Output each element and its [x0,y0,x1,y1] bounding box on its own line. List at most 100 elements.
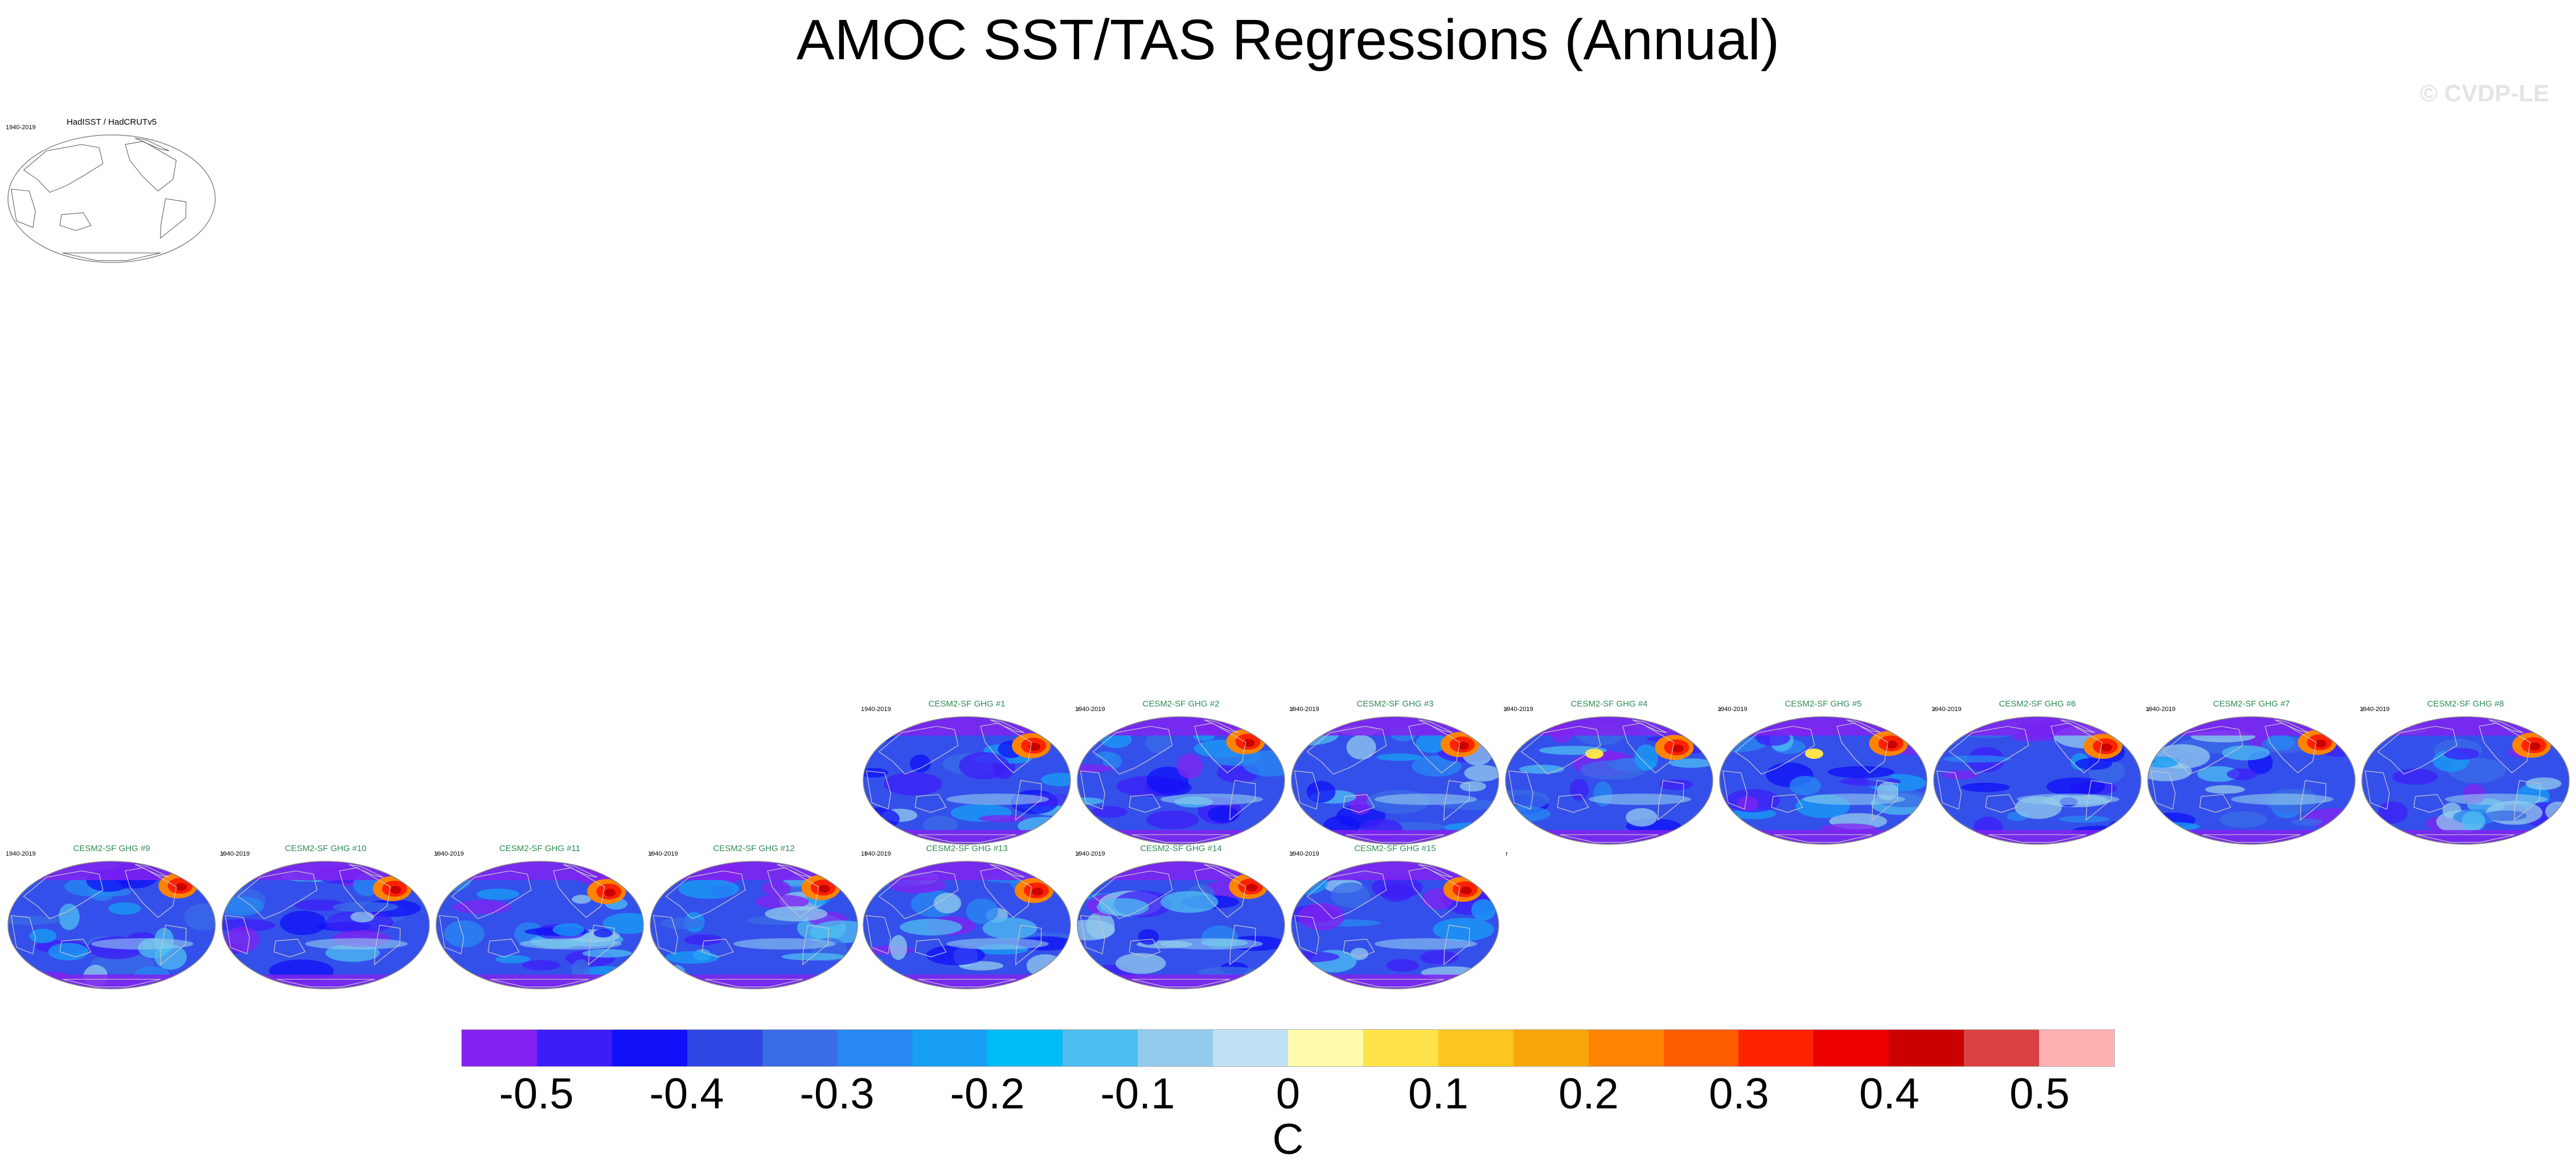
coastline [23,144,104,193]
panel-period: 1940-2019 [861,706,891,713]
map-panel: CESM2-SF GHG #2 1940-2019 r [1075,699,1294,847]
coastline [1722,770,1748,810]
coastline [1985,794,2017,813]
coastline [1346,979,1445,988]
colorbar-cell [536,1030,612,1066]
coastline [1306,870,1387,919]
coastline [490,979,589,988]
panel-title: CESM2-SF GHG #9 [73,844,150,853]
field-blob [1669,758,1713,768]
colorbar-cell [1287,1030,1363,1066]
field-blob [2445,794,2548,805]
field-blob [593,929,613,938]
field-blob [1115,953,1166,974]
field-blob [1580,760,1646,780]
field-blob [1207,806,1239,823]
coastline [59,212,92,231]
field-blob [552,923,584,936]
coastline [917,979,1016,988]
coastline [1936,770,1962,810]
panel-period: 1940-2019 [2146,706,2176,713]
panel-corner-label: r [2148,706,2150,713]
field-blob [1459,781,1486,792]
coastline [1080,770,1105,810]
field-blob [2220,811,2267,828]
field-blob [1380,884,1413,902]
coastline [134,864,170,878]
field-blob [1160,938,1263,950]
panel-corner-label: r [1077,851,1080,857]
regression-map [2147,716,2356,845]
panel-period: 1940-2019 [2360,706,2390,713]
colorbar [461,1029,2115,1067]
coastline [777,864,812,878]
colorbar-tick-label: 0.3 [1709,1070,1769,1118]
coastline [1129,939,1161,958]
coastline [1872,780,1898,821]
field-hotspot [2315,739,2327,748]
regression-map [1719,716,1927,845]
colorbar-tick-label: -0.3 [799,1070,875,1118]
field-blob [733,938,836,950]
map-panel: CESM2-SF GHG #10 1940-2019 r [220,844,438,992]
coastline [1508,770,1533,810]
coastline [1204,864,1239,878]
regression-map [650,861,858,989]
field-hotspot [1032,888,1044,896]
field-blob [2443,747,2479,760]
coastline [1015,780,1042,821]
map-border [1719,716,1927,845]
colorbar-tick-label: -0.2 [950,1070,1025,1118]
coastline [1343,939,1375,958]
coastline [59,939,92,958]
field-blob [900,918,962,936]
field-blob [889,935,908,960]
field-hotspot [1029,742,1041,751]
field-background [8,135,215,262]
coastline [2377,726,2458,775]
colorbar-tick-label: -0.5 [499,1070,574,1118]
coastline [273,939,306,958]
field-hotspot [1805,749,1823,759]
field-blob [1346,735,1376,760]
field-blob [2291,818,2323,826]
panel-corner-label: r [650,851,653,857]
map-border [221,861,430,989]
colorbar-tick-label: 0 [1275,1070,1301,1118]
colorbar-cell [837,1030,913,1066]
coastline [1557,794,1589,813]
field-blob [1375,938,1477,950]
field-blob [1416,733,1447,753]
field-blob [1077,919,1115,940]
coastline [2416,834,2515,843]
map-border [2361,716,2570,845]
map-border [1505,716,1713,845]
field-blob [582,949,632,958]
colorbar-cell [1964,1030,2040,1066]
colorbar-cell [1363,1030,1438,1066]
coastline [1520,726,1601,775]
coastline [1294,770,1319,810]
regression-map [1505,716,1713,845]
field-hotspot [1243,738,1255,747]
coastline [160,925,187,966]
coastline [1129,794,1161,813]
field-blob [602,913,643,934]
coastline [2150,770,2176,810]
colorbar-cell [912,1030,988,1066]
map-border [436,861,644,989]
field-blob [1386,959,1419,972]
field-blob [678,879,740,899]
coastline [2413,794,2446,813]
colorbar-cell [1063,1030,1138,1066]
coastline [1846,720,1881,733]
regression-map [1077,861,1285,989]
coastline [451,870,532,919]
regression-map [221,861,430,989]
panel-period: 1940-2019 [6,124,36,131]
regression-map [1077,716,1285,845]
field-hotspot [604,889,616,897]
map-panel: CESM2-SF GHG #6 1940-2019 r [1931,699,2150,847]
colorbar-tick-label: -0.1 [1100,1070,1175,1118]
map-border [650,861,858,989]
